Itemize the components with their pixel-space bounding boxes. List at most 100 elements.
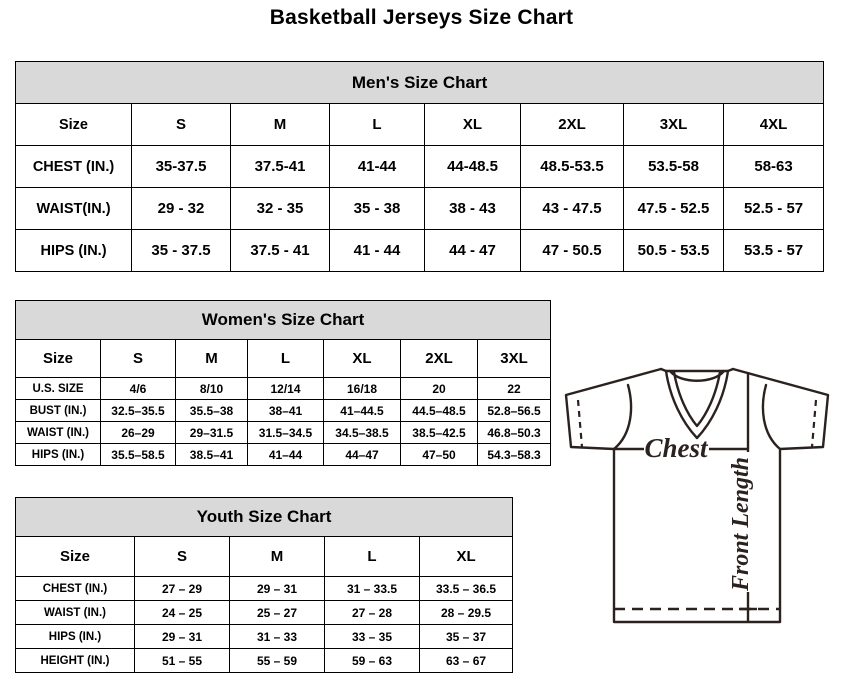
table-cell: 31 – 33 <box>229 624 325 649</box>
table-cell: 41–44.5 <box>323 399 401 422</box>
table-cell: 53.5-58 <box>623 145 724 188</box>
youth-header-s: S <box>134 536 230 577</box>
womens-row-label-waist: WAIST (IN.) <box>15 421 101 444</box>
table-cell: 31.5–34.5 <box>247 421 324 444</box>
mens-header-3xl: 3XL <box>623 103 724 146</box>
womens-header-m: M <box>175 339 248 378</box>
table-cell: 35.5–38 <box>175 399 248 422</box>
table-cell: 52.5 - 57 <box>722 187 825 230</box>
table-row: HEIGHT (IN.) 51 – 55 55 – 59 59 – 63 63 … <box>15 648 514 673</box>
table-cell: 54.3–58.3 <box>476 443 552 466</box>
table-row: HIPS (IN.) 35 - 37.5 37.5 - 41 41 - 44 4… <box>15 229 825 272</box>
youth-header-m: M <box>229 536 325 577</box>
left-cuff-dash <box>576 399 584 448</box>
womens-header-size: Size <box>15 339 101 378</box>
chest-label: Chest <box>644 433 709 463</box>
womens-size-chart-table: Women's Size Chart Size S M L XL 2XL 3XL… <box>14 300 552 466</box>
table-row: U.S. SIZE 4/6 8/10 12/14 16/18 20 22 <box>15 377 552 400</box>
table-cell: 58-63 <box>722 145 825 188</box>
womens-header-2xl: 2XL <box>400 339 478 378</box>
womens-row-label-us-size: U.S. SIZE <box>15 377 101 400</box>
mens-header-row: Size S M L XL 2XL 3XL 4XL <box>15 103 825 146</box>
table-cell: 37.5-41 <box>230 145 330 188</box>
table-cell: 33 – 35 <box>324 624 420 649</box>
table-cell: 31 – 33.5 <box>324 576 420 601</box>
mens-header-4xl: 4XL <box>722 103 825 146</box>
table-cell: 35.5–58.5 <box>100 443 176 466</box>
youth-row-label-hips: HIPS (IN.) <box>15 624 135 649</box>
page-title: Basketball Jerseys Size Chart <box>269 6 574 29</box>
mens-header-l: L <box>329 103 425 146</box>
table-cell: 33.5 – 36.5 <box>418 576 514 601</box>
table-cell: 12/14 <box>247 377 324 400</box>
table-cell: 16/18 <box>323 377 401 400</box>
youth-header-row: Size S M L XL <box>15 536 514 577</box>
youth-row-label-height: HEIGHT (IN.) <box>15 648 135 673</box>
table-cell: 59 – 63 <box>324 648 420 673</box>
mens-header-xl: XL <box>424 103 521 146</box>
youth-table-title: Youth Size Chart <box>14 497 514 537</box>
womens-header-xl: XL <box>323 339 401 378</box>
youth-size-chart-table: Youth Size Chart Size S M L XL CHEST (IN… <box>14 497 514 673</box>
mens-header-size: Size <box>15 103 132 146</box>
youth-header-size: Size <box>15 536 135 577</box>
table-cell: 26–29 <box>100 421 176 444</box>
table-cell: 44-48.5 <box>424 145 521 188</box>
table-cell: 43 - 47.5 <box>520 187 624 230</box>
youth-row-label-chest: CHEST (IN.) <box>15 576 135 601</box>
table-cell: 41-44 <box>329 145 425 188</box>
mens-row-label-chest: CHEST (IN.) <box>15 145 132 188</box>
table-cell: 8/10 <box>175 377 248 400</box>
womens-title-row: Women's Size Chart <box>14 300 552 340</box>
table-row: WAIST(IN.) 29 - 32 32 - 35 35 - 38 38 - … <box>15 187 825 230</box>
womens-header-s: S <box>100 339 176 378</box>
mens-size-chart-table: Men's Size Chart Size S M L XL 2XL 3XL 4… <box>14 61 825 272</box>
womens-header-3xl: 3XL <box>476 339 552 378</box>
table-cell: 35-37.5 <box>131 145 231 188</box>
table-row: HIPS (IN.) 29 – 31 31 – 33 33 – 35 35 – … <box>15 624 514 649</box>
table-cell: 29–31.5 <box>175 421 248 444</box>
table-cell: 44–47 <box>323 443 401 466</box>
table-cell: 32 - 35 <box>230 187 330 230</box>
womens-row-label-bust: BUST (IN.) <box>15 399 101 422</box>
womens-header-l: L <box>247 339 324 378</box>
womens-row-label-hips: HIPS (IN.) <box>15 443 101 466</box>
jersey-measurement-diagram: Chest Front Length <box>520 352 843 652</box>
table-cell: 38.5–41 <box>175 443 248 466</box>
table-cell: 28 – 29.5 <box>418 600 514 625</box>
table-cell: 38 - 43 <box>424 187 521 230</box>
table-cell: 48.5-53.5 <box>520 145 624 188</box>
sleeve-cuff-dashes <box>576 399 818 448</box>
table-cell: 52.8–56.5 <box>476 399 552 422</box>
table-cell: 29 – 31 <box>134 624 230 649</box>
table-cell: 51 – 55 <box>134 648 230 673</box>
table-cell: 37.5 - 41 <box>230 229 330 272</box>
front-length-measure-line <box>739 372 757 622</box>
jersey-shirt-outline <box>564 367 830 624</box>
table-cell: 35 – 37 <box>418 624 514 649</box>
womens-header-row: Size S M L XL 2XL 3XL <box>15 339 552 378</box>
mens-header-m: M <box>230 103 330 146</box>
table-cell: 24 – 25 <box>134 600 230 625</box>
table-cell: 50.5 - 53.5 <box>623 229 724 272</box>
table-row: WAIST (IN.) 26–29 29–31.5 31.5–34.5 34.5… <box>15 421 552 444</box>
table-row: CHEST (IN.) 27 – 29 29 – 31 31 – 33.5 33… <box>15 576 514 601</box>
table-row: CHEST (IN.) 35-37.5 37.5-41 41-44 44-48.… <box>15 145 825 188</box>
table-row: WAIST (IN.) 24 – 25 25 – 27 27 – 28 28 –… <box>15 600 514 625</box>
table-cell: 20 <box>400 377 478 400</box>
table-cell: 27 – 28 <box>324 600 420 625</box>
youth-header-l: L <box>324 536 420 577</box>
table-cell: 47–50 <box>400 443 478 466</box>
womens-table-title: Women's Size Chart <box>14 300 552 340</box>
table-row: BUST (IN.) 32.5–35.5 35.5–38 38–41 41–44… <box>15 399 552 422</box>
table-cell: 55 – 59 <box>229 648 325 673</box>
mens-header-s: S <box>131 103 231 146</box>
mens-row-label-waist: WAIST(IN.) <box>15 187 132 230</box>
table-cell: 38.5–42.5 <box>400 421 478 444</box>
table-cell: 29 - 32 <box>131 187 231 230</box>
table-cell: 44.5–48.5 <box>400 399 478 422</box>
mens-table-title: Men's Size Chart <box>14 61 825 104</box>
table-cell: 32.5–35.5 <box>100 399 176 422</box>
table-cell: 29 – 31 <box>229 576 325 601</box>
table-cell: 63 – 67 <box>418 648 514 673</box>
